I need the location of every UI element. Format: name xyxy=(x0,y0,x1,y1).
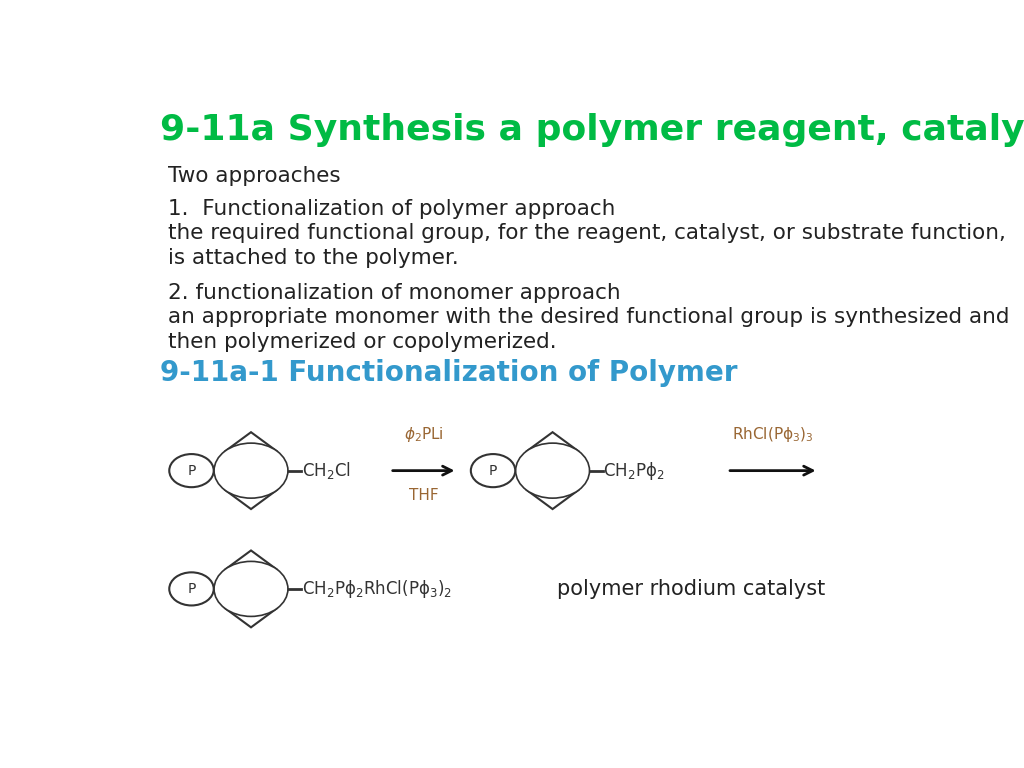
Text: 1.  Functionalization of polymer approach: 1. Functionalization of polymer approach xyxy=(168,199,615,219)
Circle shape xyxy=(516,443,590,498)
Circle shape xyxy=(214,561,288,617)
Text: then polymerized or copolymerized.: then polymerized or copolymerized. xyxy=(168,333,556,353)
Circle shape xyxy=(169,572,214,605)
Text: Two approaches: Two approaches xyxy=(168,166,340,186)
Circle shape xyxy=(169,454,214,487)
Text: polymer rhodium catalyst: polymer rhodium catalyst xyxy=(557,579,824,599)
Polygon shape xyxy=(526,432,579,509)
Text: P: P xyxy=(488,464,498,478)
Text: $\phi_2$PLi: $\phi_2$PLi xyxy=(403,425,443,444)
Text: P: P xyxy=(187,464,196,478)
Text: is attached to the polymer.: is attached to the polymer. xyxy=(168,248,459,268)
Text: 9-11a Synthesis a polymer reagent, catalyst, or substrate: 9-11a Synthesis a polymer reagent, catal… xyxy=(160,113,1024,147)
Circle shape xyxy=(214,443,288,498)
Text: $\mathdefault{RhCl(P\phi_3)_3}$: $\mathdefault{RhCl(P\phi_3)_3}$ xyxy=(732,425,814,444)
Text: P: P xyxy=(187,582,196,596)
Text: $\mathdefault{CH_2P\phi_2RhCl(P\phi_3)_2}$: $\mathdefault{CH_2P\phi_2RhCl(P\phi_3)_2… xyxy=(302,578,452,600)
Text: $\mathdefault{CH_2P\phi_2}$: $\mathdefault{CH_2P\phi_2}$ xyxy=(603,459,665,482)
Polygon shape xyxy=(225,551,278,627)
Text: an appropriate monomer with the desired functional group is synthesized and: an appropriate monomer with the desired … xyxy=(168,307,1010,327)
Text: THF: THF xyxy=(409,488,438,503)
Polygon shape xyxy=(225,432,278,509)
Text: 2. functionalization of monomer approach: 2. functionalization of monomer approach xyxy=(168,283,621,303)
Text: the required functional group, for the reagent, catalyst, or substrate function,: the required functional group, for the r… xyxy=(168,223,1006,243)
Text: $\mathdefault{CH_2Cl}$: $\mathdefault{CH_2Cl}$ xyxy=(302,460,351,481)
Text: 9-11a-1 Functionalization of Polymer: 9-11a-1 Functionalization of Polymer xyxy=(160,359,737,387)
Circle shape xyxy=(471,454,515,487)
